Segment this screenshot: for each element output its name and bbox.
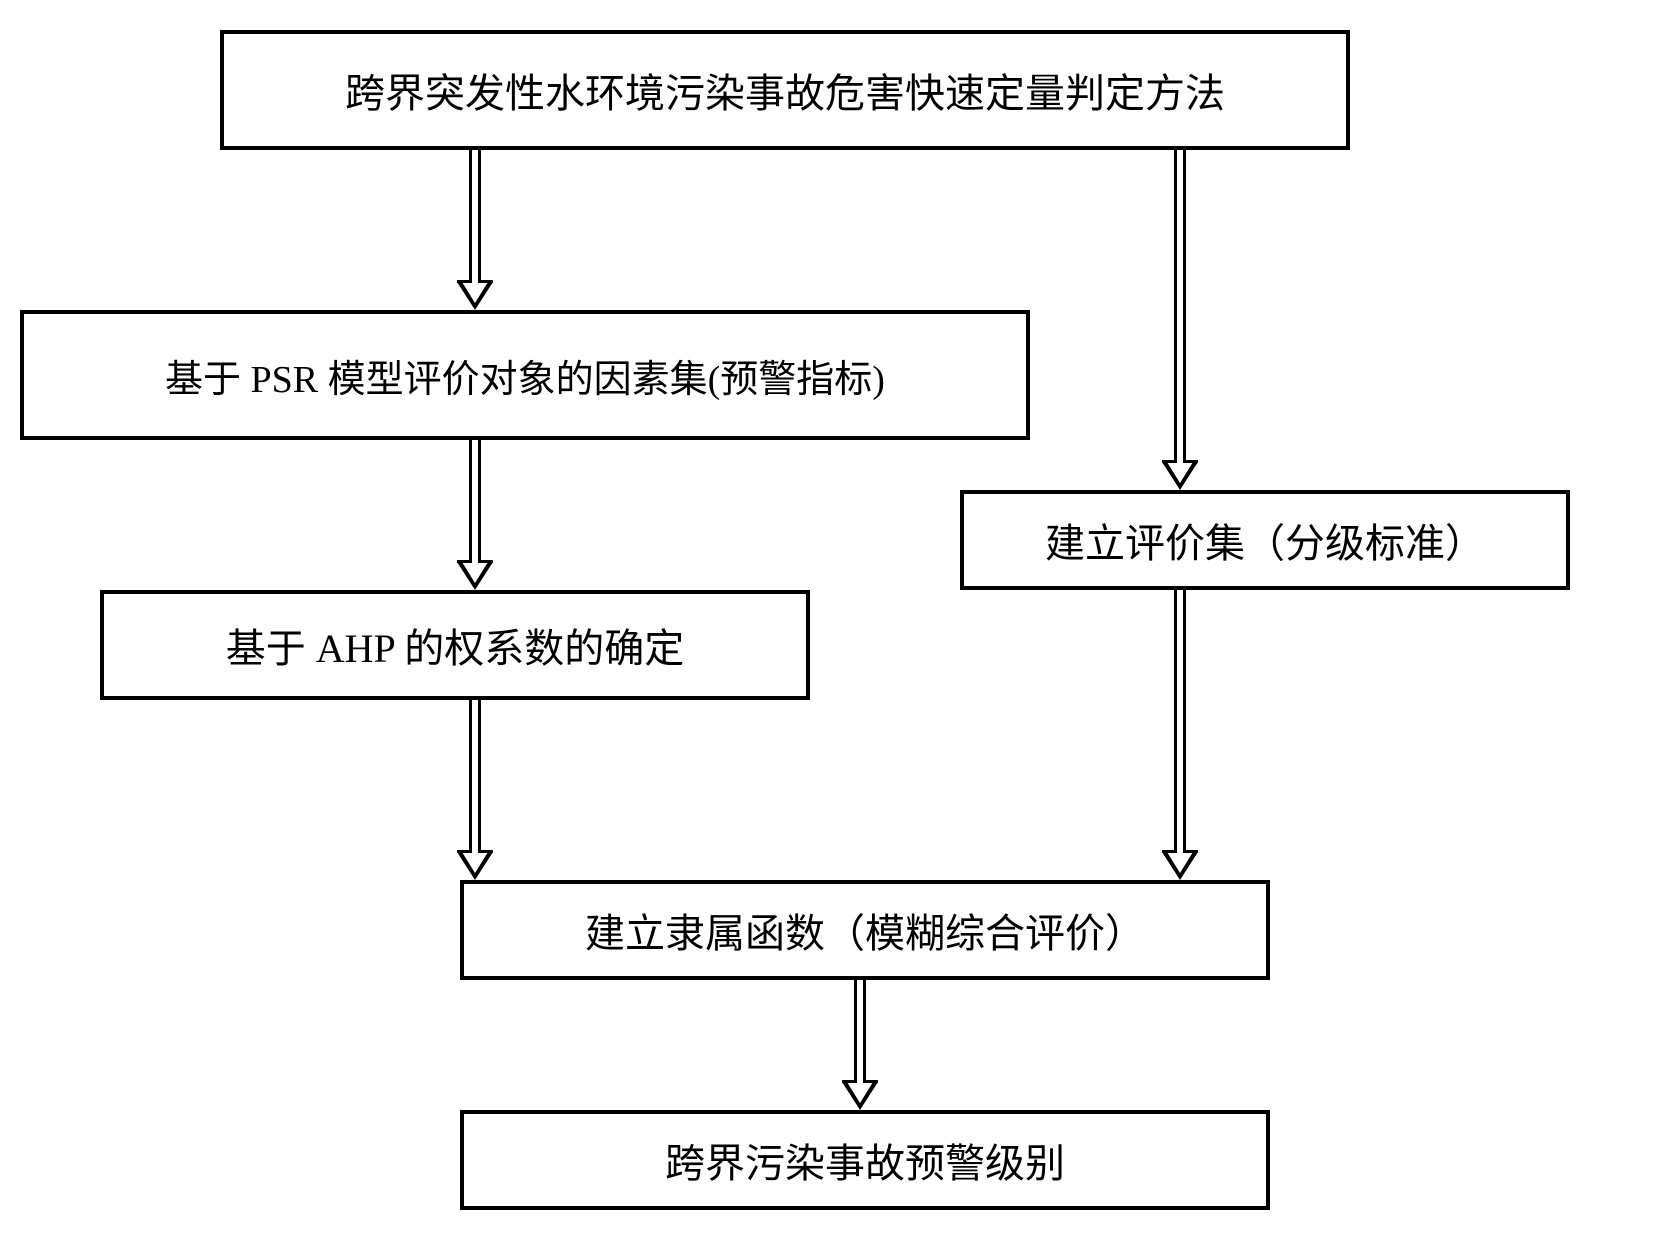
edge-head-inner-1 bbox=[1167, 462, 1193, 483]
node-n5: 建立隶属函数（模糊综合评价） bbox=[460, 880, 1270, 980]
node-label-n1: 跨界突发性水环境污染事故危害快速定量判定方法 bbox=[345, 61, 1225, 119]
edge-shoulder-r-4 bbox=[1183, 850, 1198, 853]
edge-shoulder-l-4 bbox=[1162, 850, 1177, 853]
node-n3: 建立评价集（分级标准） bbox=[960, 490, 1570, 590]
edge-shoulder-l-3 bbox=[457, 850, 472, 853]
node-n1: 跨界突发性水环境污染事故危害快速定量判定方法 bbox=[220, 30, 1350, 150]
edge-shaft-1 bbox=[1174, 150, 1186, 464]
edge-shoulder-l-5 bbox=[842, 1080, 857, 1083]
node-label-n2: 基于 PSR 模型评价对象的因素集(预警指标) bbox=[165, 348, 885, 403]
edge-shoulder-r-0 bbox=[478, 280, 493, 283]
edge-head-inner-0 bbox=[462, 282, 488, 303]
edge-shaft-5 bbox=[854, 980, 866, 1084]
edge-shaft-3 bbox=[469, 700, 481, 854]
node-label-n3: 建立评价集（分级标准） bbox=[1045, 511, 1485, 569]
edge-shoulder-r-5 bbox=[863, 1080, 878, 1083]
node-n6: 跨界污染事故预警级别 bbox=[460, 1110, 1270, 1210]
edge-shoulder-l-0 bbox=[457, 280, 472, 283]
node-label-n6: 跨界污染事故预警级别 bbox=[665, 1131, 1065, 1189]
edge-shoulder-l-1 bbox=[1162, 460, 1177, 463]
edge-shaft-4 bbox=[1174, 590, 1186, 854]
edge-head-inner-4 bbox=[1167, 852, 1193, 873]
edge-shoulder-r-3 bbox=[478, 850, 493, 853]
edge-head-inner-3 bbox=[462, 852, 488, 873]
edge-shoulder-l-2 bbox=[457, 560, 472, 563]
edge-shaft-2 bbox=[469, 440, 481, 564]
edge-head-inner-5 bbox=[847, 1082, 873, 1103]
edge-shoulder-r-2 bbox=[478, 560, 493, 563]
node-label-n5: 建立隶属函数（模糊综合评价） bbox=[585, 901, 1145, 959]
edge-head-inner-2 bbox=[462, 562, 488, 583]
node-label-n4: 基于 AHP 的权系数的确定 bbox=[226, 616, 685, 674]
node-n2: 基于 PSR 模型评价对象的因素集(预警指标) bbox=[20, 310, 1030, 440]
edge-shoulder-r-1 bbox=[1183, 460, 1198, 463]
edge-shaft-0 bbox=[469, 150, 481, 284]
node-n4: 基于 AHP 的权系数的确定 bbox=[100, 590, 810, 700]
